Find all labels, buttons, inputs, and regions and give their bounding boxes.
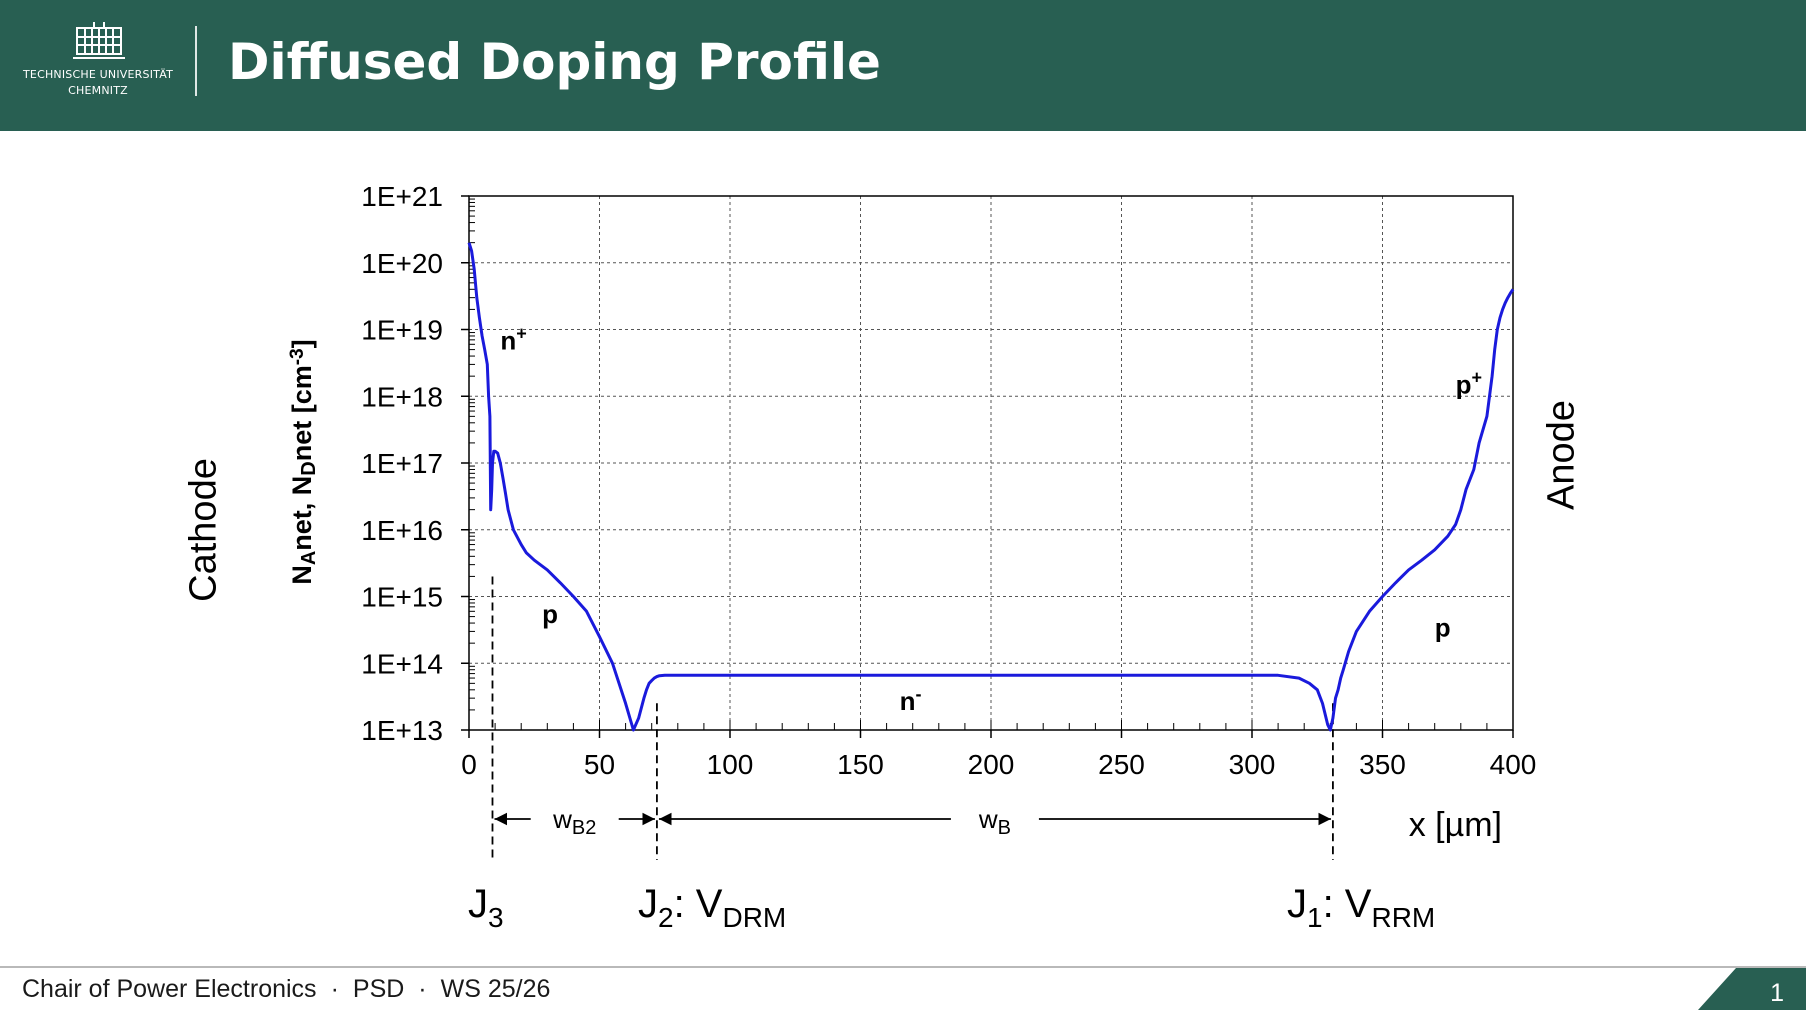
y-axis-label-part: ] bbox=[287, 339, 317, 348]
region-label-main: n bbox=[500, 326, 516, 356]
y-tick-label: 1E+20 bbox=[361, 248, 443, 279]
y-tick-label: 1E+15 bbox=[361, 582, 443, 613]
y-tick-label: 1E+14 bbox=[361, 648, 443, 679]
dimension-label: wB2 bbox=[552, 804, 596, 839]
doping-profile-chart: 0 50 100 150 200 250 300 350 400 1E+13 1E+14 1E+15 1… bbox=[287, 181, 1537, 860]
x-tick-label: 350 bbox=[1359, 749, 1406, 780]
y-axis-label-part: net, N bbox=[287, 476, 317, 551]
y-tick-label: 1E+16 bbox=[361, 515, 443, 546]
y-tick-label: 1E+17 bbox=[361, 448, 443, 479]
dimension-label-sub: B bbox=[998, 817, 1011, 839]
footer-term: WS 25/26 bbox=[440, 975, 551, 1003]
region-label-sup: + bbox=[516, 324, 527, 344]
dimension-label-main: w bbox=[978, 804, 998, 834]
university-logo: TECHNISCHE UNIVERSITÄT CHEMNITZ bbox=[18, 18, 178, 104]
y-axis-label-part: -3 bbox=[287, 348, 308, 365]
y-axis-label-part: A bbox=[298, 551, 320, 565]
x-tick-label: 150 bbox=[837, 749, 884, 780]
x-tick-label: 50 bbox=[584, 749, 615, 780]
region-label: p bbox=[542, 599, 558, 629]
dimension-label: wB bbox=[978, 804, 1011, 839]
page-number-tab bbox=[1698, 968, 1806, 1010]
region-label: p bbox=[1435, 613, 1451, 643]
junction-j3-label: J3 bbox=[468, 882, 504, 933]
region-label-main: n bbox=[900, 686, 916, 716]
region-label: n- bbox=[900, 684, 922, 716]
footer-course: PSD bbox=[352, 975, 405, 1003]
y-tick-label: 1E+13 bbox=[361, 715, 443, 746]
y-tick-label: 1E+21 bbox=[361, 181, 443, 212]
logo-line-1: TECHNISCHE UNIVERSITÄT bbox=[23, 68, 173, 81]
region-label: p+ bbox=[1456, 368, 1482, 400]
footer-chair: Chair of Power Electronics bbox=[22, 975, 317, 1003]
dimension-label-main: w bbox=[552, 804, 572, 834]
dimension-label-sub: B2 bbox=[572, 817, 596, 839]
logo-line-2: CHEMNITZ bbox=[68, 84, 128, 97]
y-tick-label: 1E+18 bbox=[361, 381, 443, 412]
region-label-sup: + bbox=[1471, 368, 1482, 388]
region-label-main: p bbox=[542, 599, 558, 629]
cathode-label: Cathode bbox=[182, 458, 225, 602]
region-label-sup: - bbox=[916, 684, 922, 704]
page-number: 1 bbox=[1770, 979, 1784, 1007]
x-tick-label: 0 bbox=[461, 749, 477, 780]
anode-label: Anode bbox=[1540, 400, 1583, 510]
x-tick-label: 400 bbox=[1490, 749, 1537, 780]
x-tick-label: 100 bbox=[707, 749, 754, 780]
y-axis-label-part: net [cm bbox=[287, 365, 317, 461]
y-tick-label: 1E+19 bbox=[361, 315, 443, 346]
header-divider bbox=[195, 26, 197, 96]
header-bar: TECHNISCHE UNIVERSITÄT CHEMNITZ Diffused… bbox=[0, 0, 1806, 131]
x-tick-label: 300 bbox=[1229, 749, 1276, 780]
y-axis-label-part: D bbox=[298, 461, 320, 475]
doping-curve bbox=[467, 242, 1515, 732]
junction-j1-label: J1: VRRM bbox=[1287, 882, 1436, 933]
y-axis-label-part: N bbox=[287, 565, 317, 585]
building-icon bbox=[73, 22, 125, 59]
y-axis-label: NAnet, NDnet [cm-3] bbox=[287, 339, 320, 584]
region-label-main: p bbox=[1435, 613, 1451, 643]
region-label-main: p bbox=[1456, 369, 1472, 399]
junction-j2-label: J2: VDRM bbox=[638, 882, 787, 933]
region-label: n+ bbox=[500, 324, 526, 356]
x-tick-label: 200 bbox=[968, 749, 1015, 780]
x-tick-label: 250 bbox=[1098, 749, 1145, 780]
footer-divider bbox=[0, 966, 1806, 968]
footer-info: Chair of Power Electronics · PSD · WS 25/26 bbox=[22, 975, 551, 1003]
x-axis-label: x [µm] bbox=[1409, 806, 1502, 844]
slide-title: Diffused Doping Profile bbox=[228, 33, 881, 91]
